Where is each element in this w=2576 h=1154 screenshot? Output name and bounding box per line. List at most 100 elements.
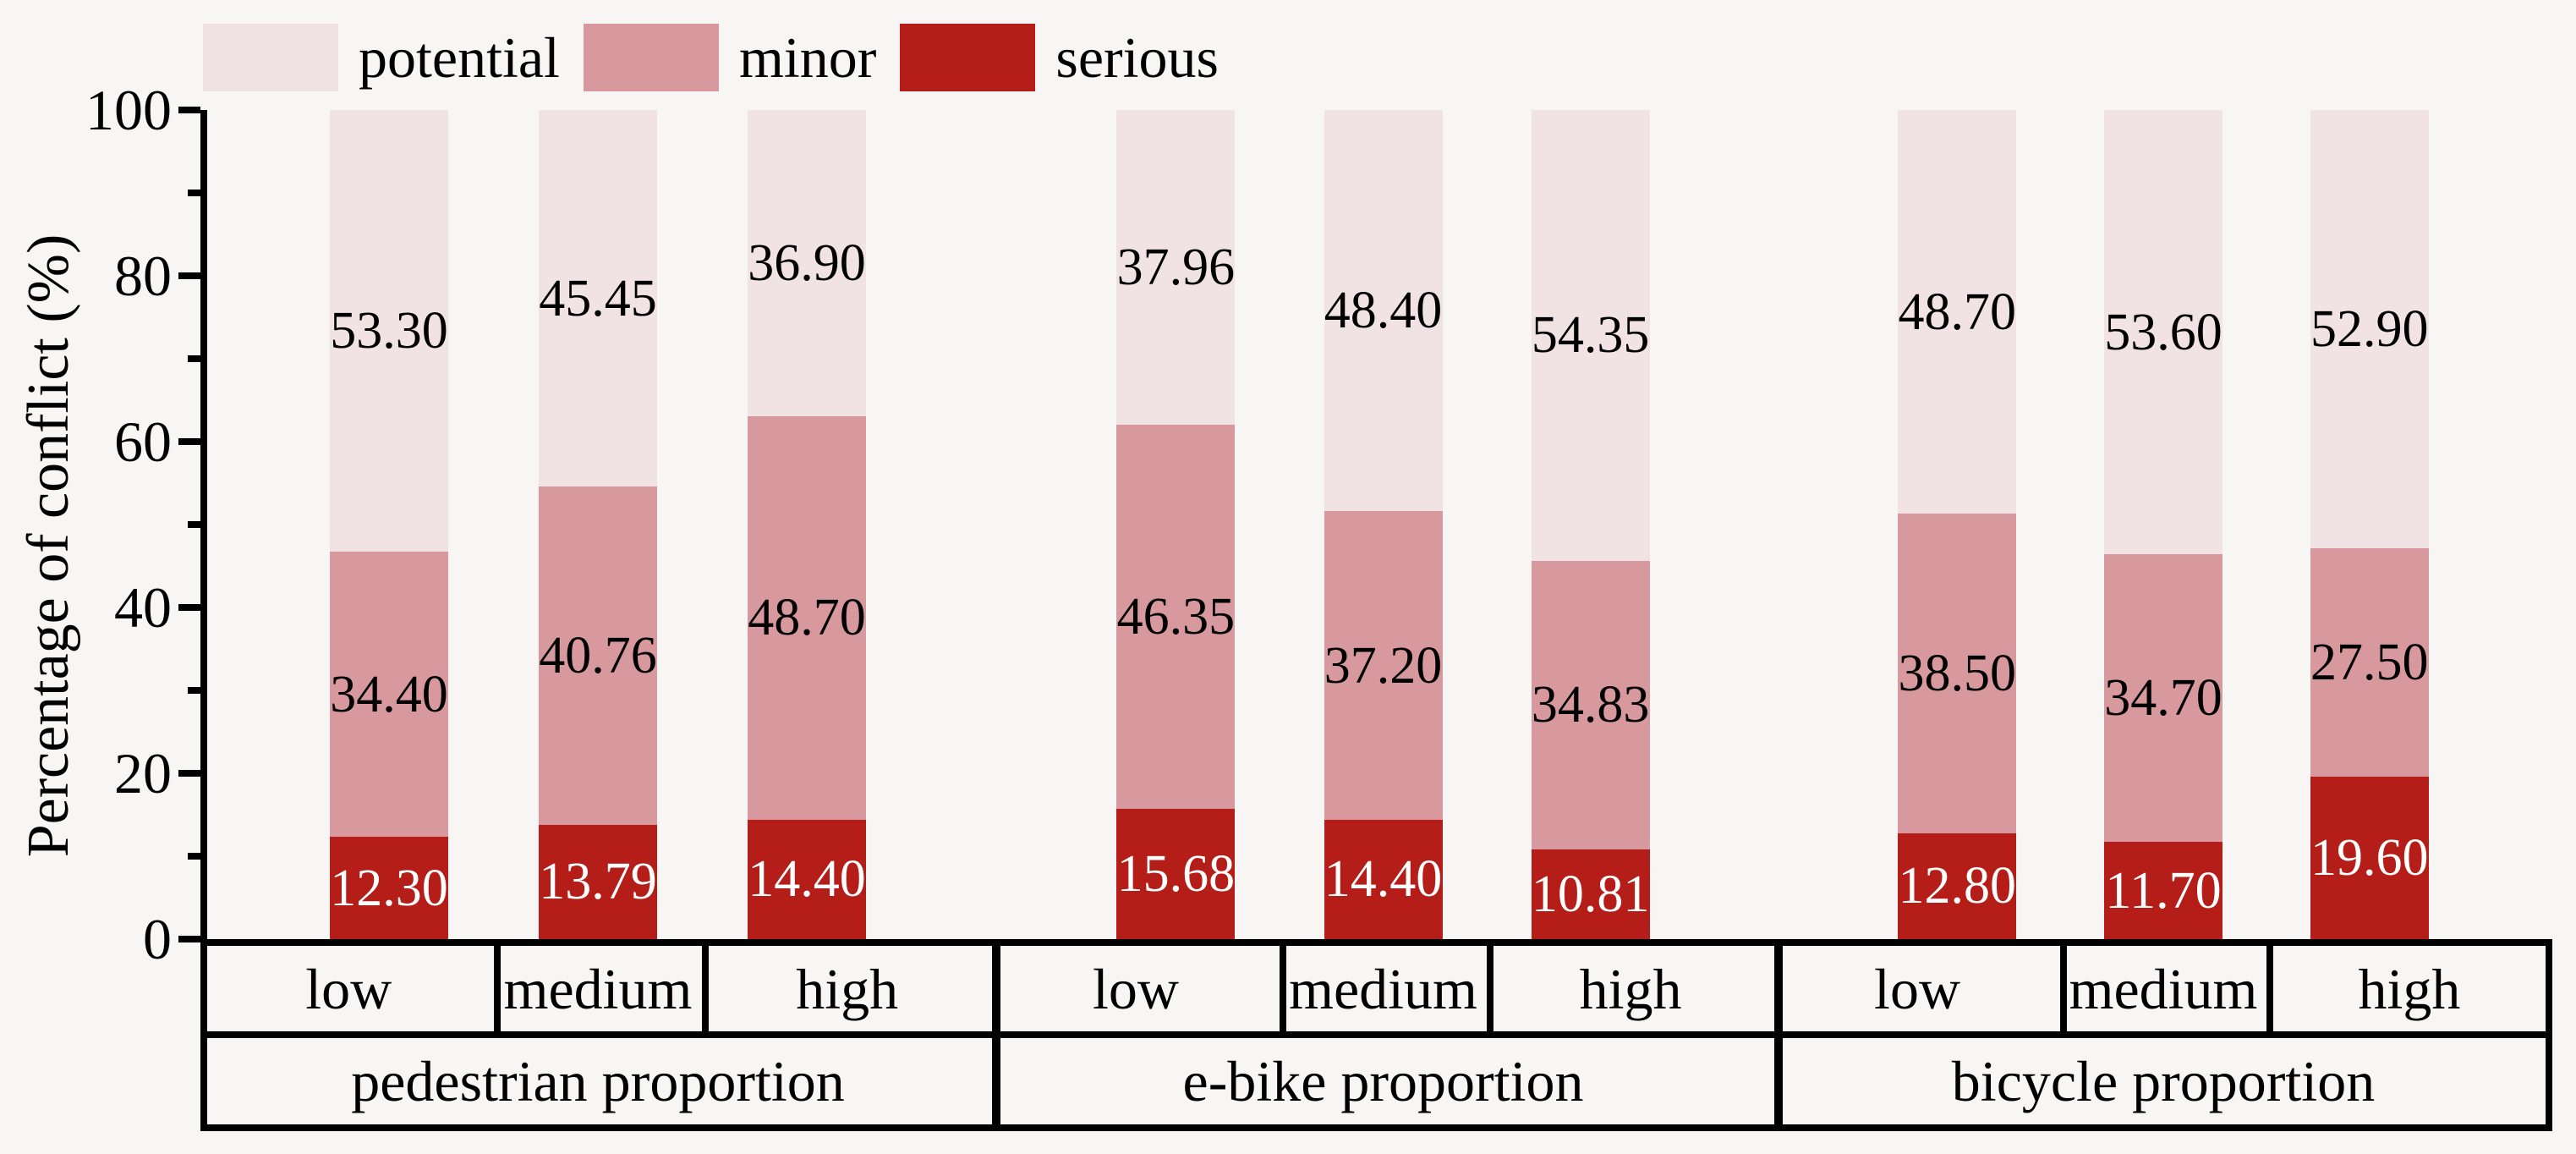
bar-pedestrian-low: 12.30 34.40 53.30 xyxy=(330,110,449,939)
table-cell-divider xyxy=(1279,946,1286,1031)
y-axis-tick-label: 40 xyxy=(114,575,172,640)
bar-segment-minor: 27.50 xyxy=(2310,548,2429,777)
table-cell-divider xyxy=(2060,946,2068,1031)
y-axis-title: Percentage of conflict (%) xyxy=(16,234,81,858)
bar-value-label: 14.40 xyxy=(748,850,866,909)
y-axis-major-tick xyxy=(178,438,200,445)
bar-segment-minor: 34.83 xyxy=(1531,560,1650,850)
bar-value-label: 11.70 xyxy=(2105,861,2222,920)
bar-value-label: 34.40 xyxy=(330,665,448,723)
y-axis-major-tick xyxy=(178,604,200,611)
bar-value-label: 40.76 xyxy=(539,627,657,685)
bar-value-label: 12.30 xyxy=(330,859,448,917)
table-cell-divider xyxy=(1487,946,1494,1031)
table-cell-divider xyxy=(493,946,501,1031)
bar-segment-minor: 37.20 xyxy=(1324,511,1443,820)
bar-segment-potential: 52.90 xyxy=(2310,110,2429,549)
category-cell-label: low xyxy=(1092,956,1179,1021)
bar-segment-serious: 14.40 xyxy=(747,819,866,939)
table-group-divider xyxy=(992,946,1000,1124)
y-axis-tick-label: 60 xyxy=(114,409,172,474)
y-axis-minor-tick xyxy=(188,853,200,860)
category-cell-label: high xyxy=(2358,956,2461,1021)
category-cell-label: medium xyxy=(503,956,693,1021)
bar-bicycle-high: 19.60 27.50 52.90 xyxy=(2310,110,2429,939)
legend-swatch-minor-icon xyxy=(583,24,719,91)
bar-segment-minor: 34.70 xyxy=(2104,554,2222,843)
bar-value-label: 37.96 xyxy=(1116,239,1236,297)
bar-value-label: 53.60 xyxy=(2104,303,2222,361)
y-axis-major-tick xyxy=(178,770,200,777)
legend-swatch-potential-icon xyxy=(203,24,338,91)
bar-segment-minor: 40.76 xyxy=(539,486,657,825)
plot-area: 0 20 40 60 80 100 12.30 34.40 53.30 13.79 40.76 45.… xyxy=(85,78,2552,971)
bar-value-label: 48.70 xyxy=(1898,283,2016,341)
bar-segment-serious: 15.68 xyxy=(1116,809,1236,939)
bar-value-label: 53.30 xyxy=(330,302,448,360)
bar-pedestrian-medium: 13.79 40.76 45.45 xyxy=(539,110,657,939)
bar-value-label: 52.90 xyxy=(2310,300,2429,359)
y-axis-tick-label: 80 xyxy=(114,244,172,308)
legend-label: minor xyxy=(738,25,877,90)
bar-value-label: 19.60 xyxy=(2310,828,2429,887)
bar-e-bike-medium: 14.40 37.20 48.40 xyxy=(1324,110,1443,939)
y-axis-minor-tick xyxy=(188,687,200,694)
bar-segment-serious: 11.70 xyxy=(2104,842,2222,939)
bar-value-label: 10.81 xyxy=(1531,866,1650,924)
bar-e-bike-low: 15.68 46.35 37.96 xyxy=(1116,110,1236,939)
bar-value-label: 48.70 xyxy=(748,589,866,647)
bar-segment-potential: 53.60 xyxy=(2104,110,2222,555)
bar-segment-potential: 37.96 xyxy=(1116,110,1236,426)
bar-value-label: 34.70 xyxy=(2104,669,2222,728)
y-axis-major-tick xyxy=(178,272,200,279)
group-cell-label: bicycle proportion xyxy=(1951,1049,2376,1113)
category-cell-label: medium xyxy=(1289,956,1477,1021)
bar-segment-minor: 46.35 xyxy=(1116,425,1236,810)
bar-value-label: 14.40 xyxy=(1324,850,1443,909)
y-axis-minor-tick xyxy=(188,190,200,196)
bar-segment-serious: 14.40 xyxy=(1324,819,1443,939)
category-cell-label: high xyxy=(796,956,899,1021)
category-cell-label: high xyxy=(1579,956,1682,1021)
y-axis-tick-label: 100 xyxy=(85,78,172,142)
bar-segment-serious: 12.80 xyxy=(1898,833,2017,939)
y-axis-tick-label: 20 xyxy=(114,741,172,805)
bar-segment-potential: 45.45 xyxy=(539,110,657,487)
bar-segment-minor: 34.40 xyxy=(330,552,449,838)
legend-label: serious xyxy=(1055,25,1219,90)
bar-segment-serious: 10.81 xyxy=(1531,849,1650,939)
legend-label: potential xyxy=(359,25,560,90)
table-cell-divider xyxy=(2266,946,2273,1031)
x-axis-category-table: low medium high pedestrian proportion low med… xyxy=(200,939,2552,1131)
bar-value-label: 38.50 xyxy=(1898,644,2016,702)
bar-bicycle-low: 12.80 38.50 48.70 xyxy=(1898,110,2017,939)
legend-item-minor: minor xyxy=(583,24,877,91)
bar-value-label: 45.45 xyxy=(539,269,657,327)
bar-segment-potential: 53.30 xyxy=(330,110,449,552)
y-axis-minor-tick xyxy=(188,521,200,528)
bar-segment-potential: 54.35 xyxy=(1531,110,1650,561)
bar-segment-potential: 36.90 xyxy=(747,110,866,416)
bar-value-label: 48.40 xyxy=(1324,282,1443,340)
category-cell-label: low xyxy=(305,956,392,1021)
bar-value-label: 27.50 xyxy=(2310,634,2429,692)
bar-value-label: 12.80 xyxy=(1898,857,2016,915)
bar-value-label: 34.83 xyxy=(1531,676,1650,734)
bar-segment-minor: 48.70 xyxy=(747,415,866,820)
table-row-divider xyxy=(207,1031,2546,1038)
table-group-divider xyxy=(1774,946,1783,1124)
bar-segment-minor: 38.50 xyxy=(1898,514,2017,833)
bar-segment-potential: 48.40 xyxy=(1324,110,1443,512)
group-cell-label: pedestrian proportion xyxy=(351,1049,845,1113)
y-axis-tick-label: 0 xyxy=(143,907,172,971)
bar-e-bike-high: 10.81 34.83 54.35 xyxy=(1531,110,1650,939)
bar-value-label: 15.68 xyxy=(1116,845,1236,904)
bar-value-label: 37.20 xyxy=(1324,636,1443,695)
legend-item-potential: potential xyxy=(203,24,560,91)
legend-swatch-serious-icon xyxy=(900,24,1036,91)
y-axis-line xyxy=(200,110,207,939)
group-cell-label: e-bike proportion xyxy=(1182,1049,1584,1113)
category-cell-label: low xyxy=(1874,956,1961,1021)
bar-pedestrian-high: 14.40 48.70 36.90 xyxy=(747,110,866,939)
